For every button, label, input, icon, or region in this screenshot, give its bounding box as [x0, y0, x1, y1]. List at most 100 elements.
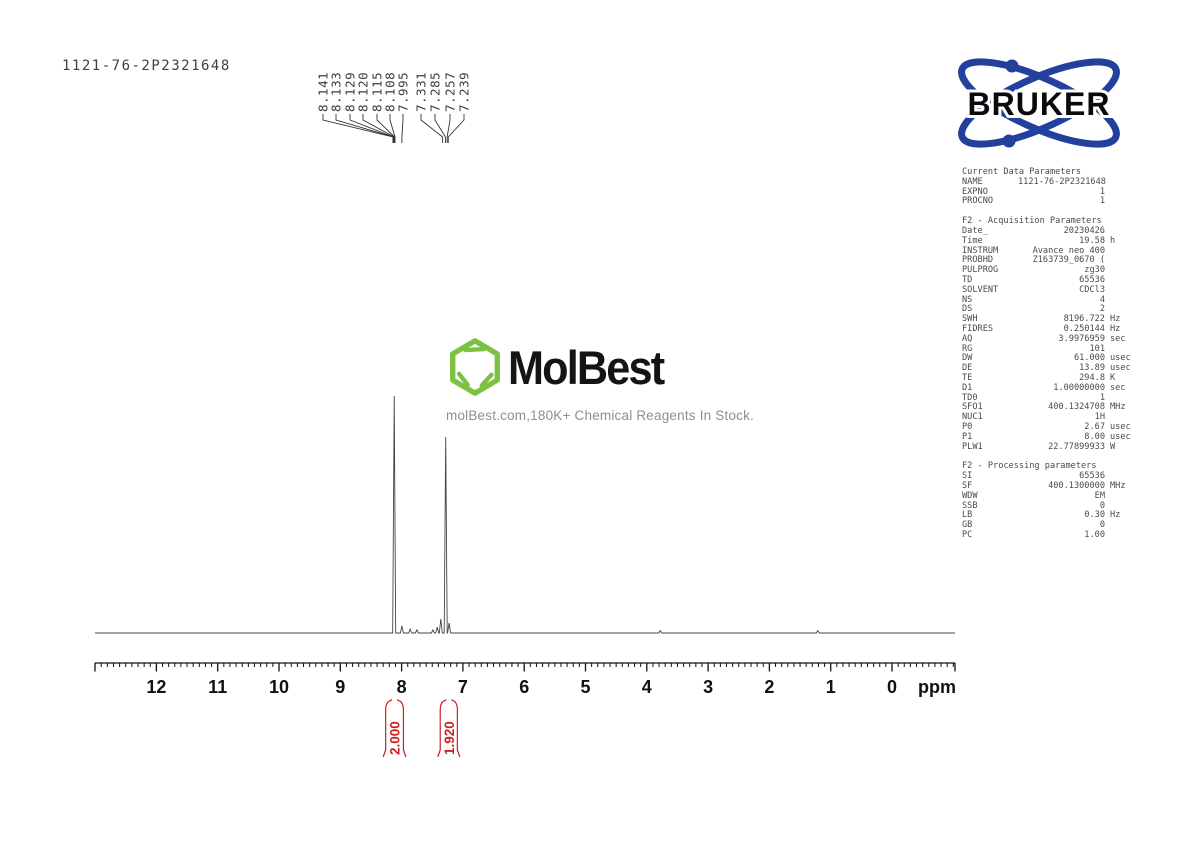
param-row: SF 400.1300000 MHz: [962, 480, 1142, 492]
param-key: P0: [962, 421, 973, 432]
param-key: WDW: [962, 490, 978, 501]
param-key: RG: [962, 343, 973, 354]
param-key: PROBHD: [962, 255, 994, 266]
param-value: 4: [1099, 294, 1105, 305]
param-key: DS: [962, 304, 973, 315]
param-unit: MHz: [1110, 480, 1126, 491]
param-row: D1 1.00000000 sec: [962, 382, 1142, 394]
param-value: zg30: [1084, 265, 1105, 276]
axis-tick-label: 8: [397, 677, 407, 697]
param-row: NS 4: [962, 294, 1142, 306]
peak-label: 8.133: [329, 72, 344, 112]
peak-label: 7.331: [414, 72, 429, 112]
param-unit: [1105, 266, 1142, 276]
param-key: PC: [962, 529, 973, 540]
param-value: Avance neo 400: [1032, 245, 1105, 256]
axis-tick-label: 3: [703, 677, 713, 697]
param-row: PROBHD Z163739_0670 (: [962, 256, 1142, 266]
param-row: Time 19.58 h: [962, 235, 1142, 247]
param-unit: usec: [1110, 353, 1131, 364]
param-key: SF: [962, 480, 973, 491]
peak-leader-line: [322, 114, 394, 143]
param-unit: MHz: [1110, 402, 1126, 413]
peak-label: 8.115: [370, 72, 385, 112]
peak-label: 8.141: [316, 72, 331, 112]
param-row: SI 65536: [962, 471, 1142, 482]
param-row: TE 294.8 K: [962, 372, 1142, 384]
integral-marks: 2.000 1.920: [382, 699, 461, 758]
param-unit: usec: [1110, 431, 1131, 442]
param-value: 1121-76-2P2321648: [1018, 176, 1106, 187]
param-unit: K: [1110, 372, 1116, 383]
param-value: 101: [1089, 343, 1105, 354]
peak-leader-line: [447, 114, 465, 143]
param-unit: [1105, 256, 1142, 266]
peak-leader-line: [349, 114, 395, 143]
param-value: 0.250144: [1063, 323, 1105, 334]
peak-leader-lines: [322, 114, 465, 143]
param-row: SOLVENT CDCl3: [962, 285, 1142, 296]
param-value: 400.1324708: [1048, 402, 1105, 413]
param-key: FIDRES: [962, 323, 994, 334]
param-key: DW: [962, 353, 973, 364]
peak-label: 8.120: [356, 72, 371, 112]
param-value: 65536: [1079, 471, 1105, 482]
ppm-axis: 12 11 10 9 8 7 6 5 4 3 2 1 0 ppm: [94, 662, 956, 697]
param-value: 61.000: [1073, 353, 1105, 364]
param-value: 8196.722: [1063, 314, 1105, 325]
param-unit: usec: [1110, 363, 1131, 374]
param-section: Current Data Parameters NAME 1121-76-2P232…: [962, 167, 1142, 207]
axis-unit-label: ppm: [918, 677, 956, 697]
peak-label: 7.239: [457, 72, 472, 112]
param-key: AQ: [962, 333, 973, 344]
param-row: SSB 0: [962, 500, 1142, 512]
param-value: 400.1300000: [1048, 480, 1105, 491]
axis-tick-label: 2: [764, 677, 774, 697]
param-value: 19.58: [1079, 235, 1105, 246]
param-unit: [1105, 286, 1142, 296]
parameters-panel: Current Data Parameters NAME 1121-76-2P232…: [962, 167, 1142, 551]
param-row: TD0 1: [962, 392, 1142, 404]
param-key: SSB: [962, 500, 978, 511]
param-value: 1: [1099, 392, 1105, 403]
param-key: INSTRUM: [962, 245, 999, 256]
param-key: P1: [962, 431, 973, 442]
param-key: LB: [962, 510, 973, 521]
param-row: AQ 3.9976959 sec: [962, 333, 1142, 345]
param-key: Date_: [962, 225, 988, 236]
axis-tick-label: 5: [580, 677, 590, 697]
param-key: TD: [962, 274, 973, 285]
axis-tick-label: 12: [146, 677, 166, 697]
axis-tick-label: 6: [519, 677, 529, 697]
param-key: SWH: [962, 314, 978, 325]
param-unit: [1105, 276, 1142, 286]
param-unit: sec: [1110, 333, 1126, 344]
param-value: 1.00: [1084, 529, 1105, 540]
axis-tick-label: 1: [826, 677, 836, 697]
param-value: 1: [1099, 196, 1105, 207]
param-unit: [1105, 521, 1142, 531]
param-section-header: F2 - Acquisition Parameters: [962, 216, 1102, 227]
param-key: GB: [962, 520, 973, 531]
param-row: NUC1 1H: [962, 412, 1142, 423]
param-row: Date_ 20230426: [962, 225, 1142, 237]
param-unit: [1105, 531, 1142, 541]
param-row: P1 8.00 usec: [962, 431, 1142, 443]
param-value: 0: [1099, 500, 1105, 511]
param-row: SFO1 400.1324708 MHz: [962, 403, 1142, 413]
param-value: 22.77899933: [1048, 441, 1105, 452]
param-unit: Hz: [1110, 323, 1121, 334]
param-unit: [1105, 296, 1142, 306]
param-row: GB 0: [962, 520, 1142, 531]
peak-leader-line: [376, 114, 396, 143]
param-row: DS 2: [962, 305, 1142, 315]
param-key: NAME: [962, 176, 983, 187]
param-row: P0 2.67 usec: [962, 421, 1142, 433]
bruker-logo: BRUKER: [958, 58, 1120, 148]
param-row: TD 65536: [962, 274, 1142, 286]
integral-value: 1.920: [442, 721, 457, 755]
param-key: SI: [962, 471, 973, 482]
param-key: TE: [962, 372, 973, 383]
param-value: 1.00000000: [1053, 382, 1105, 393]
